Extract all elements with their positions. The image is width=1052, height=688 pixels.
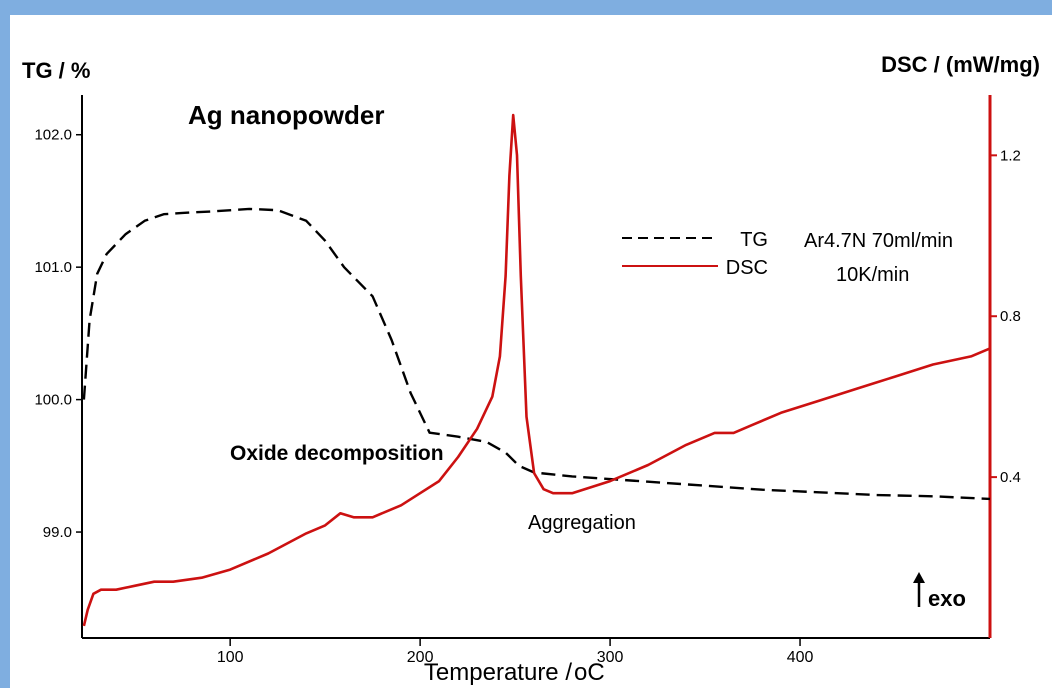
legend-tg-label: TG xyxy=(740,229,768,251)
conditions-line-2: 10K/min xyxy=(836,264,909,286)
x-tick-label: 100 xyxy=(217,649,244,666)
x-axis-title-label: Temperature / xyxy=(424,659,572,686)
x-tick-label: 200 xyxy=(407,649,434,666)
legend-dsc-label: DSC xyxy=(726,257,768,279)
y-left-tick-label: 100.0 xyxy=(34,392,72,409)
chart-title: Ag nanopowder xyxy=(188,100,384,130)
y-left-axis-title: TG / % xyxy=(22,58,90,83)
aggregation-label: Aggregation xyxy=(528,512,636,534)
exo-arrowhead-icon xyxy=(913,572,925,583)
x-axis-unit: oC xyxy=(574,659,605,686)
ticks: 100 200 300 400 99.0 100.0 101.0 102.0 0.4 0.8 1.2 xyxy=(34,127,1020,666)
y-left-tick-label: 102.0 xyxy=(34,127,72,144)
exo-label: exo xyxy=(928,586,966,611)
axes xyxy=(81,95,992,639)
y-right-tick-label: 0.4 xyxy=(1000,469,1021,486)
y-right-tick-label: 0.8 xyxy=(1000,308,1021,325)
x-tick-label: 400 xyxy=(787,649,814,666)
series-dsc-line xyxy=(82,113,991,627)
series-layer xyxy=(82,113,991,627)
oxide-decomposition-label: Oxide decomposition xyxy=(230,442,444,465)
x-axis-title: Temperature / xyxy=(424,659,572,686)
series-tg-line xyxy=(82,207,991,501)
x-tick-label: 300 xyxy=(597,649,624,666)
y-right-tick-label: 1.2 xyxy=(1000,147,1021,164)
y-right-axis-title: DSC / (mW/mg) xyxy=(881,52,1040,77)
legend: TG DSC xyxy=(622,229,768,279)
y-left-tick-label: 99.0 xyxy=(43,524,72,541)
conditions-line-1: Ar4.7N 70ml/min xyxy=(804,230,953,252)
y-left-tick-label: 101.0 xyxy=(34,259,72,276)
chart-card xyxy=(10,15,1052,688)
exo-indicator: exo xyxy=(913,572,966,611)
